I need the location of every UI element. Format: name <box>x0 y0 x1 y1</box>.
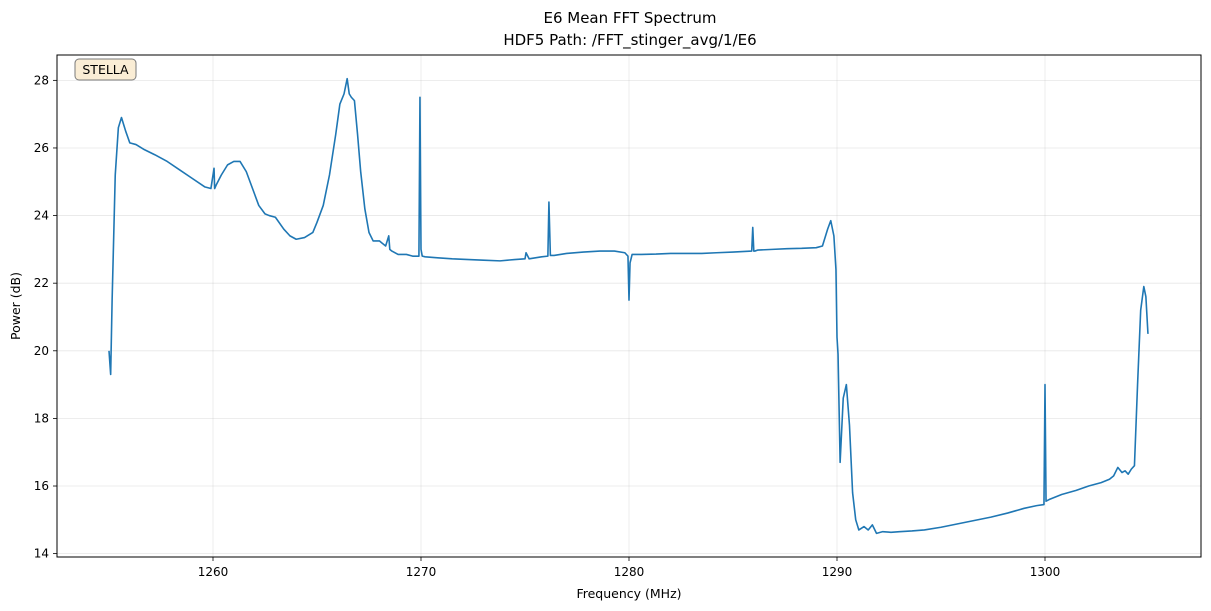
y-tick-label: 18 <box>34 411 49 425</box>
x-tick-label: 1290 <box>822 565 853 579</box>
x-axis-label: Frequency (MHz) <box>576 586 681 601</box>
y-tick-label: 14 <box>34 547 49 561</box>
y-tick-label: 28 <box>34 73 49 87</box>
grid-lines <box>57 55 1201 557</box>
chart-title: E6 Mean FFT Spectrum <box>543 9 716 27</box>
legend-badge: STELLA <box>74 58 137 81</box>
series-line <box>108 77 1149 535</box>
y-tick-label: 20 <box>34 344 49 358</box>
x-axis: 1260 1270 1280 1290 1300 <box>198 557 1061 579</box>
badge-label: STELLA <box>82 62 129 77</box>
y-axis: 14 16 18 20 22 24 26 28 <box>34 73 57 561</box>
y-tick-label: 16 <box>34 479 49 493</box>
plot-area <box>108 77 1149 535</box>
chart-subtitle: HDF5 Path: /FFT_stinger_avg/1/E6 <box>503 31 756 50</box>
y-tick-label: 24 <box>34 209 49 223</box>
x-tick-label: 1260 <box>198 565 229 579</box>
x-tick-label: 1280 <box>614 565 645 579</box>
y-tick-label: 26 <box>34 141 49 155</box>
x-tick-label: 1300 <box>1030 565 1061 579</box>
y-tick-label: 22 <box>34 276 49 290</box>
x-tick-label: 1270 <box>406 565 437 579</box>
y-axis-label: Power (dB) <box>8 272 23 340</box>
